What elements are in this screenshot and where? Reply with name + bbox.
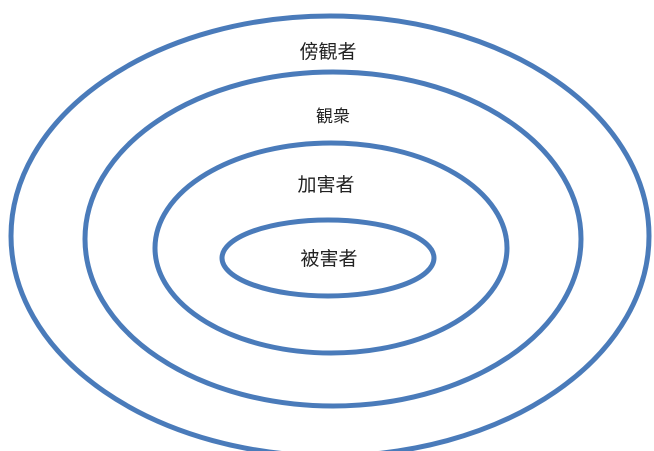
ring-second (82, 69, 584, 409)
ring-core (219, 217, 437, 299)
ring-second-label: 観衆 (316, 107, 350, 127)
ring-third-label: 加害者 (297, 174, 354, 196)
ring-outer-label: 傍観者 (299, 41, 356, 63)
ring-core-label: 被害者 (300, 248, 357, 270)
ring-outer (8, 13, 652, 451)
ring-third (152, 140, 510, 356)
